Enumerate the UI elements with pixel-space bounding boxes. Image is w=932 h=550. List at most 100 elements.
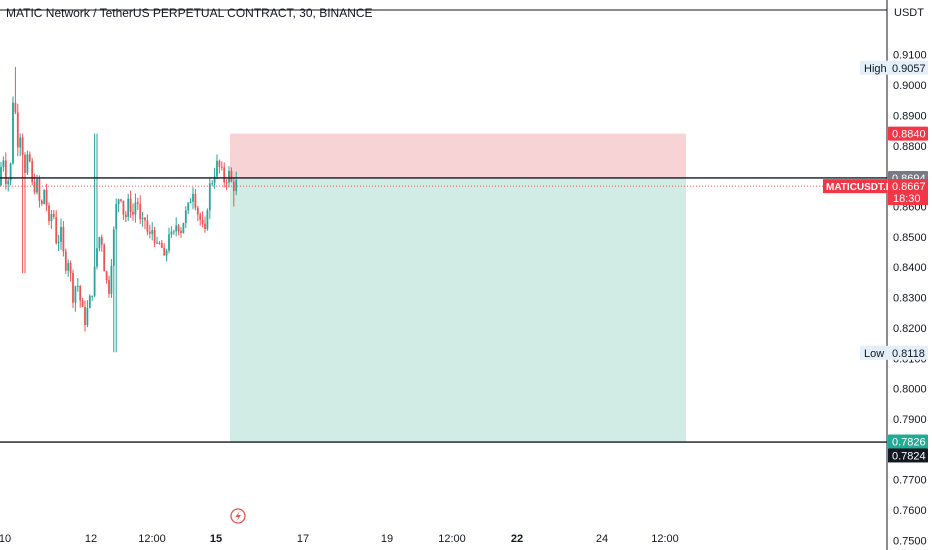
candle-body bbox=[2, 160, 5, 167]
candle-body bbox=[134, 202, 137, 215]
candle-body bbox=[218, 160, 221, 167]
candle-body bbox=[74, 286, 77, 303]
candle-body bbox=[211, 183, 214, 185]
candle-body bbox=[187, 202, 190, 211]
candle-body bbox=[108, 279, 110, 294]
high-value: 0.9057 bbox=[892, 63, 926, 75]
candle-body bbox=[189, 201, 192, 203]
candle-body bbox=[69, 262, 72, 273]
candle-body bbox=[223, 167, 226, 183]
candle-body bbox=[112, 229, 115, 266]
candle-body bbox=[199, 214, 202, 220]
y-tick-label: 0.8400 bbox=[893, 262, 927, 274]
candle-body bbox=[91, 295, 94, 297]
candle-body bbox=[127, 198, 130, 218]
y-tick-label: 0.7600 bbox=[893, 505, 927, 517]
high-bg bbox=[860, 60, 928, 75]
candle-body bbox=[156, 242, 158, 244]
candle-body bbox=[122, 200, 125, 215]
last-price-tag: 0.8667 bbox=[892, 181, 926, 193]
x-tick-label: 12 bbox=[85, 533, 97, 545]
candle-body bbox=[163, 247, 166, 256]
candle-body bbox=[72, 272, 74, 303]
y-tick-label: 0.7500 bbox=[893, 535, 927, 547]
candle-body bbox=[31, 161, 34, 183]
candle-body bbox=[14, 102, 17, 113]
take-profit-zone[interactable] bbox=[230, 177, 686, 442]
low-value: 0.8118 bbox=[892, 348, 925, 360]
candle-body bbox=[230, 170, 233, 182]
header-sep-1: , bbox=[292, 6, 300, 20]
candle-body bbox=[84, 307, 86, 326]
candle-body bbox=[225, 182, 228, 184]
x-tick-label: 12:00 bbox=[438, 533, 466, 545]
x-tick-label: 10 bbox=[0, 533, 11, 545]
lightning-icon[interactable] bbox=[230, 508, 246, 524]
candle-body bbox=[235, 180, 238, 192]
candle-body bbox=[100, 237, 103, 245]
candle-body bbox=[213, 176, 216, 184]
last-price-tag-bg bbox=[888, 179, 928, 206]
y-tick-label: 0.7700 bbox=[893, 475, 927, 487]
candle-body bbox=[38, 179, 41, 201]
candle-body bbox=[16, 112, 19, 148]
candle-body bbox=[129, 198, 132, 212]
candle-body bbox=[62, 226, 65, 252]
countdown-timer: 18:30 bbox=[893, 193, 921, 205]
candle-body bbox=[120, 199, 122, 201]
x-tick-label: 15 bbox=[210, 533, 222, 545]
candle-body bbox=[50, 213, 53, 222]
candle-body bbox=[40, 200, 43, 204]
candle-body bbox=[57, 241, 60, 244]
candle-body bbox=[232, 181, 235, 192]
candle-body bbox=[160, 242, 163, 248]
candle-body bbox=[19, 137, 22, 148]
x-tick-label: 12:00 bbox=[651, 533, 679, 545]
candle-body bbox=[103, 244, 106, 272]
candle-body bbox=[110, 265, 113, 294]
candle-body bbox=[76, 285, 79, 287]
currency-label: USDT bbox=[894, 7, 924, 19]
candle-body bbox=[105, 271, 108, 280]
symbol-tag[interactable]: MATICUSDT.P bbox=[826, 182, 893, 193]
candle-body bbox=[146, 220, 149, 232]
candle-body bbox=[177, 225, 180, 231]
candle-body bbox=[228, 170, 230, 183]
candle-body bbox=[88, 295, 91, 309]
target-price-tag-black: 0.7824 bbox=[892, 450, 926, 462]
candle-body bbox=[48, 205, 50, 222]
x-tick-label: 17 bbox=[297, 533, 309, 545]
candle-body bbox=[115, 204, 118, 230]
candle-body bbox=[220, 166, 223, 168]
stop-price-tag: 0.8840 bbox=[892, 129, 926, 141]
candle-body bbox=[93, 266, 96, 296]
candle-body bbox=[12, 102, 14, 164]
candle-body bbox=[86, 308, 89, 326]
high-label: High bbox=[864, 63, 887, 75]
candle-body bbox=[168, 234, 170, 251]
header-sep-2: , bbox=[312, 6, 320, 20]
candle-body bbox=[55, 216, 58, 244]
candle-body bbox=[26, 154, 29, 173]
candle-body bbox=[64, 251, 67, 271]
candle-body bbox=[158, 242, 161, 244]
y-tick-label: 0.8200 bbox=[893, 323, 927, 335]
candle-body bbox=[165, 250, 168, 256]
y-tick-label: 0.9000 bbox=[893, 80, 927, 92]
candle-body bbox=[124, 214, 127, 218]
candle-body bbox=[0, 166, 2, 186]
x-tick-label: 22 bbox=[511, 533, 523, 545]
candle-body bbox=[136, 202, 139, 204]
candle-body bbox=[182, 222, 185, 234]
candle-body bbox=[43, 189, 46, 204]
candle-body bbox=[192, 193, 194, 202]
candle-body bbox=[172, 231, 175, 233]
candle-body bbox=[180, 230, 182, 234]
candle-body bbox=[151, 230, 154, 234]
stop-loss-zone[interactable] bbox=[230, 133, 686, 178]
candle-body bbox=[96, 248, 98, 267]
candle-body bbox=[184, 210, 187, 223]
candle-body bbox=[33, 182, 36, 193]
candle-body bbox=[148, 231, 151, 234]
